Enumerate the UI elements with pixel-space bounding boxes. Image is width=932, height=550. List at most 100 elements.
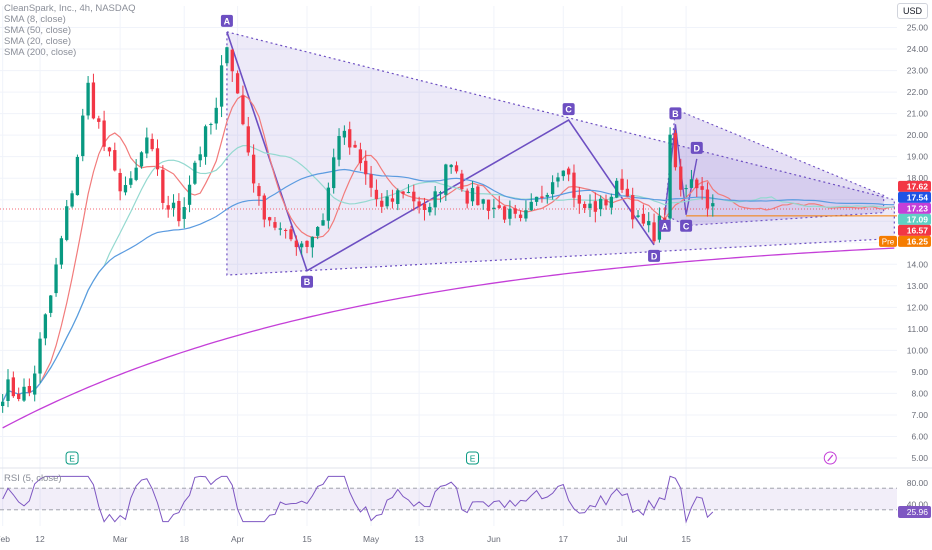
candle bbox=[289, 225, 293, 242]
candle bbox=[641, 204, 646, 227]
candle bbox=[358, 142, 363, 171]
price-label-bg bbox=[898, 202, 931, 214]
pattern-point-c: C bbox=[562, 103, 575, 116]
candle-body bbox=[550, 182, 555, 195]
earnings-marker: E bbox=[466, 451, 480, 465]
time-tick-label: 12 bbox=[35, 534, 45, 544]
candle bbox=[27, 378, 32, 397]
pattern-triangle bbox=[226, 31, 895, 276]
candle-body bbox=[342, 130, 347, 138]
candle bbox=[348, 121, 352, 155]
pattern-point-text: B bbox=[672, 109, 679, 119]
price-label: 17.62 bbox=[898, 180, 931, 192]
candle bbox=[22, 378, 26, 402]
candle-body bbox=[337, 136, 341, 160]
candle bbox=[54, 257, 58, 297]
candle bbox=[1, 394, 5, 413]
candle bbox=[283, 228, 288, 239]
candle bbox=[374, 179, 379, 207]
candle bbox=[513, 204, 517, 219]
candle bbox=[625, 179, 630, 197]
candle-body bbox=[513, 208, 517, 214]
candle-body bbox=[6, 379, 10, 402]
candle-body bbox=[27, 386, 32, 393]
candle-body bbox=[572, 172, 576, 198]
sma-20-legend[interactable]: SMA (20, close) bbox=[4, 36, 72, 47]
candle bbox=[209, 122, 213, 135]
rsi-tick-label: 40.00 bbox=[907, 499, 929, 509]
candle bbox=[316, 226, 320, 240]
price-tick-label: 14.00 bbox=[907, 259, 929, 269]
candle bbox=[524, 200, 528, 222]
candle bbox=[300, 241, 304, 255]
candle-body bbox=[49, 295, 53, 313]
price-tick-label: 7.00 bbox=[911, 410, 928, 420]
candle bbox=[102, 110, 106, 152]
candle bbox=[59, 235, 64, 269]
candle-body bbox=[380, 200, 384, 207]
candle-body bbox=[711, 203, 715, 207]
candle-body bbox=[225, 47, 229, 64]
earnings-marker-box bbox=[65, 451, 79, 465]
sma-50-legend[interactable]: SMA (50, close) bbox=[4, 25, 72, 36]
candle bbox=[572, 164, 576, 208]
candle-body bbox=[465, 190, 469, 204]
candle-body bbox=[70, 193, 74, 207]
candle-body bbox=[412, 191, 416, 202]
candle bbox=[198, 146, 202, 168]
candle bbox=[647, 212, 651, 233]
sma-8-legend[interactable]: SMA (8, close) bbox=[4, 14, 66, 25]
candle bbox=[11, 371, 16, 398]
candle-body bbox=[294, 240, 298, 248]
price-label-prefix-bg bbox=[879, 235, 897, 247]
candle-body bbox=[673, 133, 678, 168]
candle-body bbox=[689, 179, 694, 188]
candle-body bbox=[177, 200, 181, 222]
candle-body bbox=[54, 264, 58, 294]
candle-body bbox=[524, 210, 528, 219]
candle-body bbox=[641, 213, 646, 224]
price-tick-label: 25.00 bbox=[907, 23, 929, 33]
candle-body bbox=[235, 73, 240, 94]
candle bbox=[422, 197, 427, 221]
sma-50-line bbox=[2, 168, 895, 402]
candle bbox=[81, 108, 85, 162]
candle bbox=[582, 201, 587, 213]
candle-body bbox=[267, 217, 272, 221]
candle bbox=[38, 332, 42, 383]
rsi-legend[interactable]: RSI (5, close) bbox=[4, 473, 62, 484]
candle bbox=[305, 240, 309, 254]
candle bbox=[550, 175, 555, 200]
candle bbox=[225, 46, 229, 67]
candle-body bbox=[486, 199, 491, 211]
price-tick-label: 12.00 bbox=[907, 302, 929, 312]
candle bbox=[129, 171, 133, 189]
harmonic-pattern bbox=[0, 31, 897, 276]
candle-body bbox=[647, 220, 651, 226]
candle-body bbox=[310, 236, 315, 248]
candle bbox=[267, 216, 272, 227]
candle bbox=[145, 127, 149, 159]
candle-body bbox=[374, 189, 379, 200]
candle-body bbox=[129, 178, 133, 185]
candle bbox=[203, 124, 208, 165]
price-label: 16.25 Pre bbox=[879, 235, 931, 247]
sma-200-legend[interactable]: SMA (200, close) bbox=[4, 47, 77, 58]
candle-body bbox=[625, 188, 630, 197]
pattern-point-badge bbox=[658, 219, 671, 232]
candle bbox=[406, 184, 411, 194]
candle-body bbox=[155, 148, 160, 170]
candle bbox=[679, 158, 683, 197]
candle-body bbox=[540, 196, 544, 199]
candle bbox=[599, 195, 603, 217]
time-tick-label: Jun bbox=[487, 534, 501, 544]
candle-body bbox=[566, 168, 571, 175]
candle-body bbox=[481, 199, 485, 204]
currency-button[interactable]: USD bbox=[896, 3, 928, 19]
candle-body bbox=[534, 196, 539, 202]
price-tick-label: 18.00 bbox=[907, 173, 929, 183]
candle bbox=[470, 181, 475, 206]
candle bbox=[123, 176, 128, 196]
